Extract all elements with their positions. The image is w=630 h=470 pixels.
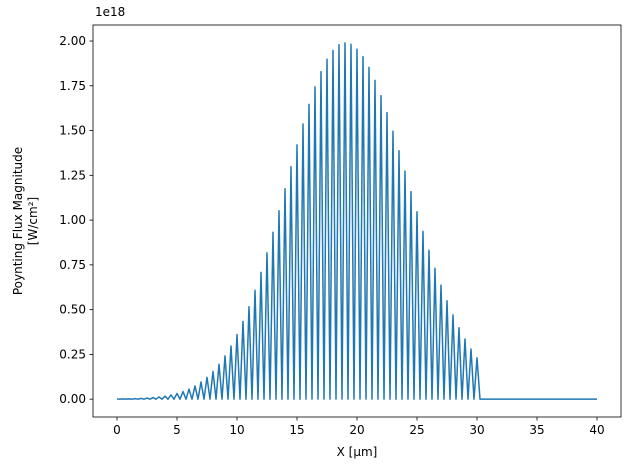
- y-tick-label: 0.25: [59, 347, 86, 361]
- x-tick-label: 10: [229, 423, 244, 437]
- data-line: [116, 42, 597, 400]
- x-axis-label: X [µm]: [337, 445, 378, 459]
- x-tick-label: 0: [113, 423, 121, 437]
- y-tick-label: 0.50: [59, 303, 86, 317]
- y-axis-label-line: Poynting Flux Magnitude: [11, 147, 25, 295]
- y-tick-label: 1.25: [59, 168, 86, 182]
- x-tick-label: 35: [529, 423, 544, 437]
- x-tick-label: 30: [469, 423, 484, 437]
- y-tick-label: 2.00: [59, 34, 86, 48]
- y-tick-label: 1.75: [59, 79, 86, 93]
- y-tick-label: 0.00: [59, 392, 86, 406]
- y-tick-label: 1.00: [59, 213, 86, 227]
- y-tick-label: 0.75: [59, 258, 86, 272]
- x-tick-label: 20: [349, 423, 364, 437]
- y-offset-label: 1e18: [95, 5, 125, 19]
- x-tick-label: 15: [289, 423, 304, 437]
- x-tick-label: 25: [409, 423, 424, 437]
- y-axis-label: Poynting Flux Magnitude [W/cm²]: [11, 147, 40, 295]
- y-axis-label-line: [W/cm²]: [26, 197, 40, 245]
- y-tick-label: 1.50: [59, 124, 86, 138]
- x-tick-label: 40: [589, 423, 604, 437]
- x-tick-label: 5: [173, 423, 181, 437]
